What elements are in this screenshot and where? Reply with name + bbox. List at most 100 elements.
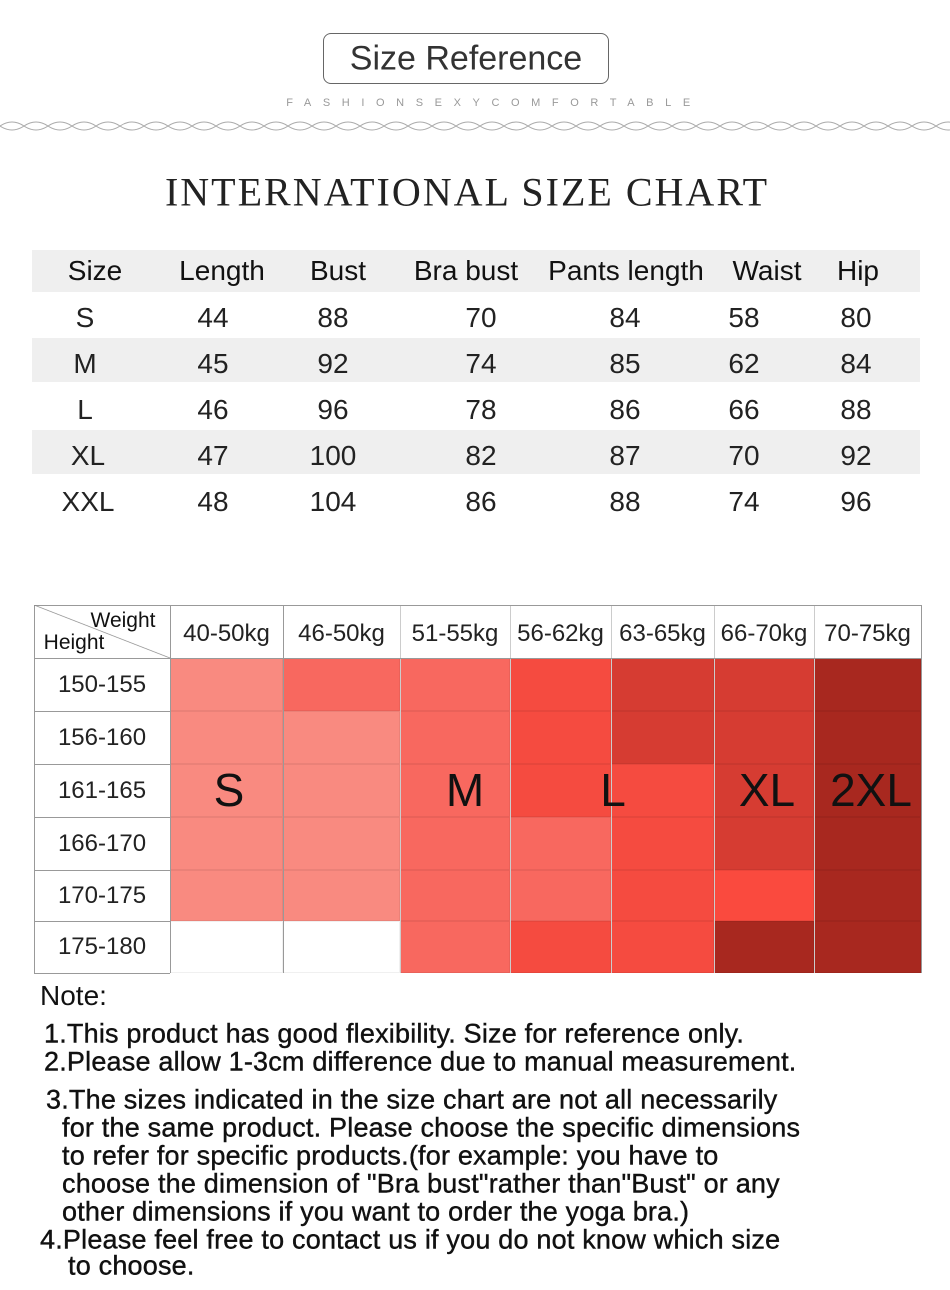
fit-cell xyxy=(714,658,814,711)
fit-cell xyxy=(611,921,714,973)
table-cell: 45 xyxy=(197,348,229,379)
column-header: Waist xyxy=(732,255,802,286)
weight-label: 40-50kg xyxy=(183,620,270,647)
fit-cell xyxy=(510,658,611,711)
height-label: 175-180 xyxy=(57,933,147,960)
table-cell: 88 xyxy=(840,394,872,425)
fit-cell xyxy=(283,764,400,817)
grid-line xyxy=(34,973,170,974)
table-cell: XXL xyxy=(61,486,115,517)
fit-cell xyxy=(814,870,921,921)
fit-cell xyxy=(814,764,921,817)
column-header: Length xyxy=(179,255,265,286)
fit-cell xyxy=(400,870,510,921)
table-cell: S xyxy=(75,302,95,333)
fit-cell xyxy=(510,764,611,817)
table-cell: 88 xyxy=(609,486,641,517)
size-label: S xyxy=(213,764,245,816)
grid-line xyxy=(283,605,284,973)
weight-label: 56-62kg xyxy=(517,620,604,647)
grid-line xyxy=(611,605,612,973)
table-cell: 87 xyxy=(609,440,641,471)
fit-cell xyxy=(714,921,814,973)
fit-cell xyxy=(400,764,510,817)
table-cell: 80 xyxy=(840,302,872,333)
size-label: 2XL xyxy=(830,764,912,816)
fit-cell xyxy=(170,817,283,870)
fit-cell xyxy=(714,711,814,764)
grid-line xyxy=(34,605,35,973)
fit-cell xyxy=(611,658,714,711)
grid-line xyxy=(34,711,170,712)
table-header-bg xyxy=(32,250,920,292)
column-header: Bust xyxy=(309,255,367,286)
note-line: 1.This product has good flexibility. Siz… xyxy=(44,1018,745,1049)
fit-cell xyxy=(510,711,611,764)
fit-cell xyxy=(510,817,611,870)
grid-line xyxy=(34,605,921,606)
grid-line xyxy=(34,870,170,871)
table-cell: 86 xyxy=(465,486,497,517)
grid-line xyxy=(510,605,511,973)
fit-cell xyxy=(714,764,814,817)
notes-title: Note: xyxy=(40,980,107,1011)
table-cell: 74 xyxy=(728,486,760,517)
note-line: 2.Please allow 1-3cm difference due to m… xyxy=(44,1046,797,1077)
fit-cell xyxy=(400,658,510,711)
header-box xyxy=(323,33,609,84)
table-cell: XL xyxy=(70,440,106,471)
wave-divider xyxy=(0,121,950,131)
fit-cell xyxy=(510,870,611,921)
fit-cell xyxy=(611,764,714,817)
table-cell: 78 xyxy=(465,394,497,425)
grid-line xyxy=(34,764,170,765)
corner-height: Height xyxy=(43,631,105,654)
column-header: Hip xyxy=(836,255,880,286)
height-label: 166-170 xyxy=(57,829,147,857)
table-cell: 84 xyxy=(609,302,641,333)
table-cell: 82 xyxy=(465,440,497,471)
fit-cell xyxy=(170,764,283,817)
fit-cell xyxy=(611,817,714,870)
note-line: 4.Please feel free to contact us if you … xyxy=(40,1224,781,1255)
weight-label: 66-70kg xyxy=(720,620,808,647)
fit-cell xyxy=(814,817,921,870)
table-cell: 70 xyxy=(728,440,760,471)
grid-line xyxy=(34,921,170,922)
column-header: Bra bust xyxy=(413,255,519,286)
weight-label: 63-65kg xyxy=(619,620,706,647)
table-cell: 86 xyxy=(609,394,641,425)
table-cell: 84 xyxy=(840,348,872,379)
grid-line xyxy=(34,658,921,659)
fit-cell xyxy=(283,711,400,764)
header-subtitle: FASHIONSEXYCOMFORTABLE xyxy=(286,97,702,109)
grid-line xyxy=(714,605,715,973)
table-cell: 70 xyxy=(465,302,497,333)
table-cell: 46 xyxy=(197,394,229,425)
size-label: XL xyxy=(738,764,796,816)
fit-cell xyxy=(611,870,714,921)
header-title: Size Reference xyxy=(349,39,583,78)
fit-cell xyxy=(283,658,400,711)
table-cell: 104 xyxy=(309,486,357,517)
note-line: to choose. xyxy=(68,1250,195,1281)
fit-cell xyxy=(611,711,714,764)
table-cell: 92 xyxy=(317,348,349,379)
table-cell: 88 xyxy=(317,302,349,333)
corner-weight: Weight xyxy=(90,609,156,632)
note-line: to refer for specific products.(for exam… xyxy=(62,1140,719,1171)
fit-cell xyxy=(170,711,283,764)
weight-label: 46-50kg xyxy=(298,620,385,647)
size-label: M xyxy=(445,764,485,816)
table-cell: 96 xyxy=(317,394,349,425)
fit-cell xyxy=(814,711,921,764)
grid-line xyxy=(921,605,922,973)
table-cell: 62 xyxy=(728,348,760,379)
fit-cell xyxy=(814,921,921,973)
fit-cell xyxy=(400,921,510,973)
fit-cell xyxy=(170,658,283,711)
size-chart-title: INTERNATIONAL SIZE CHART xyxy=(164,169,770,215)
table-cell: M xyxy=(73,348,97,379)
fit-cell xyxy=(400,817,510,870)
height-label: 156-160 xyxy=(57,723,147,751)
